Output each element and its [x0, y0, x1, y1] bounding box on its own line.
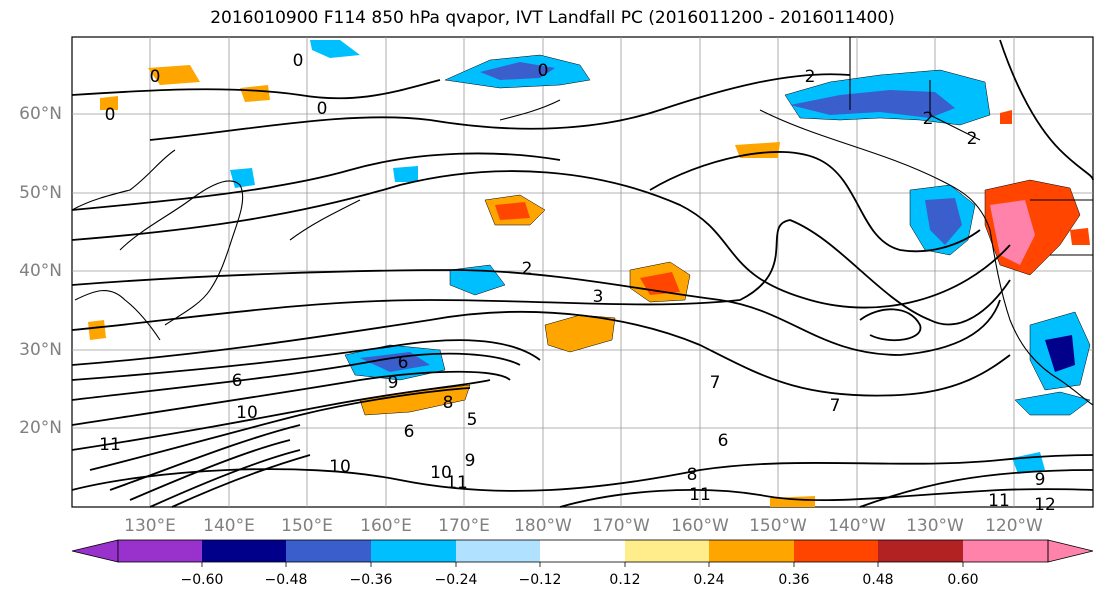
colorbar-tick-label: 0.60: [947, 572, 979, 588]
contour-label: 11: [446, 473, 468, 493]
colorbar-segment: [878, 540, 963, 562]
lat-label: 50°N: [19, 183, 62, 203]
lon-label: 140°W: [828, 516, 886, 536]
contour-label: 12: [1034, 495, 1056, 515]
lon-label: 180°W: [514, 516, 572, 536]
contour-label: 8: [687, 465, 698, 485]
contour-label: 2: [923, 109, 934, 129]
lon-label: 150°W: [749, 516, 807, 536]
figure-title: 2016010900 F114 850 hPa qvapor, IVT Land…: [210, 8, 895, 28]
colorbar-min-extend: [71, 539, 119, 563]
colorbar-tick-label: 0.48: [862, 572, 894, 588]
lon-label: 160°W: [671, 516, 729, 536]
contour-label: 9: [465, 451, 476, 471]
colorbar-segment: [286, 540, 371, 562]
contour-label: 9: [1035, 470, 1046, 490]
contour-label: 11: [988, 491, 1010, 511]
contour-label: 0: [105, 105, 116, 125]
colorbar-tick-label: −0.48: [264, 572, 308, 588]
lat-label: 20°N: [19, 418, 62, 438]
colorbar-segment: [202, 540, 286, 562]
lat-label: 60°N: [19, 104, 62, 124]
contour-label: 9: [388, 373, 399, 393]
contour-label: 11: [689, 485, 711, 505]
lat-label: 30°N: [19, 340, 62, 360]
lon-label: 130°E: [124, 516, 176, 536]
lat-label: 40°N: [19, 261, 62, 281]
contour-label: 2: [805, 67, 816, 87]
qvapor-anomaly-fill: [88, 40, 1091, 507]
colorbar-segment: [625, 540, 709, 562]
contour-label: 11: [99, 435, 121, 455]
colorbar-tick-label: −0.36: [349, 572, 393, 588]
colorbar-segment: [794, 540, 878, 562]
contour-label: 6: [404, 422, 415, 442]
contour-label: 5: [467, 410, 478, 430]
colorbar-tick-label: −0.12: [518, 572, 562, 588]
contour-label: 10: [236, 403, 258, 423]
contour-label: 0: [293, 51, 304, 71]
coastlines: [71, 37, 1094, 406]
colorbar-segment: [963, 540, 1048, 562]
contour-label: 6: [398, 353, 409, 373]
colorbar-tick-label: 0.12: [609, 572, 641, 588]
contour-label: 8: [443, 393, 454, 413]
contour-label: 0: [150, 67, 161, 87]
colorbar-segment: [540, 540, 625, 562]
colorbar-segment: [456, 540, 540, 562]
ivt-contours: [71, 39, 1094, 508]
contour-label: 6: [232, 371, 243, 391]
colorbar: [71, 539, 1094, 567]
contour-label: 0: [317, 99, 328, 119]
colorbar-segment: [118, 540, 202, 562]
colorbar-tick-label: −0.60: [180, 572, 224, 588]
colorbar-tick-label: 0.24: [693, 572, 725, 588]
contour-label: 2: [967, 129, 978, 149]
lon-label: 170°E: [438, 516, 490, 536]
contour-label: 7: [830, 396, 841, 416]
colorbar-segment: [371, 540, 456, 562]
contour-label: 10: [329, 457, 351, 477]
lon-label: 130°W: [906, 516, 964, 536]
lon-label: 170°W: [592, 516, 650, 536]
contour-label: 10: [430, 463, 452, 483]
contour-label: 3: [593, 287, 604, 307]
contour-label: 0: [538, 61, 549, 81]
colorbar-tick-label: −0.24: [434, 572, 478, 588]
lon-label: 120°W: [985, 516, 1043, 536]
contour-label: 6: [718, 431, 729, 451]
colorbar-tick-label: 0.36: [778, 572, 810, 588]
lon-label: 150°E: [281, 516, 333, 536]
colorbar-segment: [709, 540, 794, 562]
colorbar-max-extend: [1047, 539, 1094, 563]
lon-label: 160°E: [360, 516, 412, 536]
lon-label: 140°E: [203, 516, 255, 536]
contour-labels: 0 0 0 0 0 2 2 2 2 3 5 6 6 6 6 7 7 8 8 9 …: [99, 51, 1056, 515]
contour-label: 7: [710, 373, 721, 393]
contour-label: 2: [522, 259, 533, 279]
map-panel: 0 0 0 0 0 2 2 2 2 3 5 6 6 6 6 7 7 8 8 9 …: [71, 36, 1094, 515]
